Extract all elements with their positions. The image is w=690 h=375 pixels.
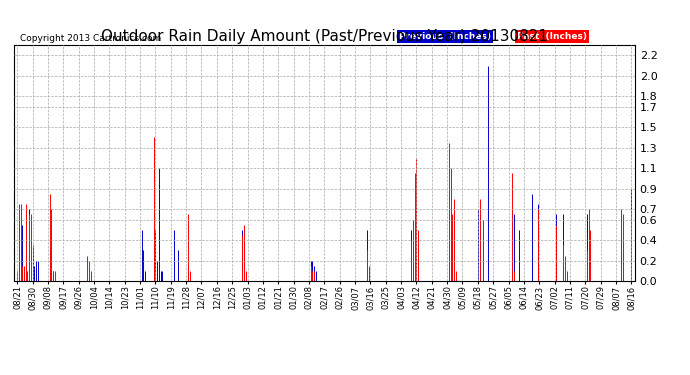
Text: Previous  (Inches): Previous (Inches) — [399, 32, 491, 41]
Text: Past  (Inches): Past (Inches) — [517, 32, 586, 41]
Text: Copyright 2013 Cartronics.com: Copyright 2013 Cartronics.com — [20, 34, 161, 43]
Title: Outdoor Rain Daily Amount (Past/Previous Year) 20130821: Outdoor Rain Daily Amount (Past/Previous… — [101, 29, 548, 44]
